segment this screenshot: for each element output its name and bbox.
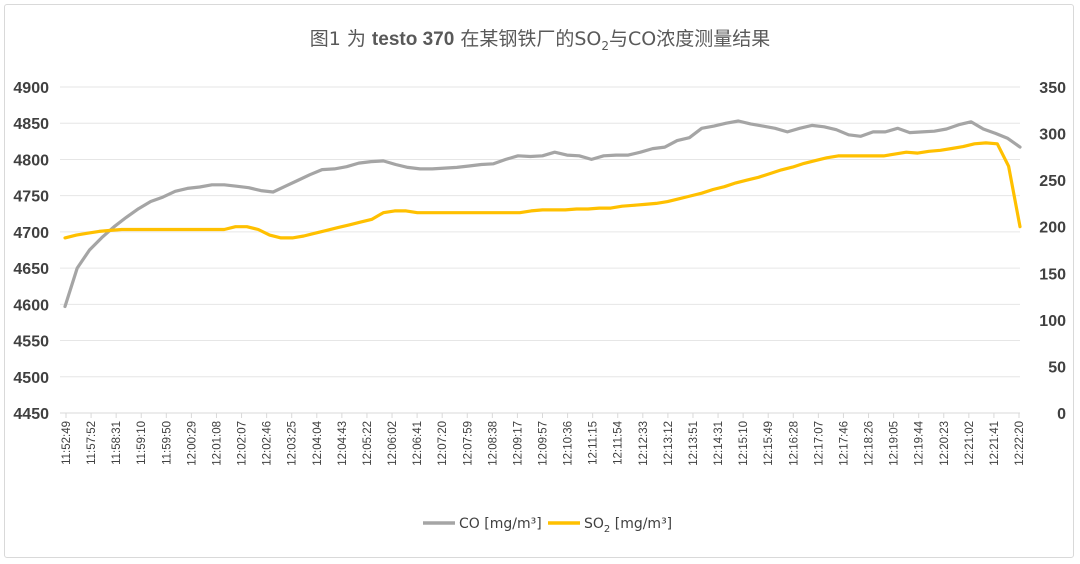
- x-tick-label: 12:13:12: [663, 421, 675, 466]
- x-tick-label: 12:02:07: [237, 421, 249, 466]
- y-right-tick-label: 150: [1039, 266, 1066, 283]
- y-axis-right: 350 300 250 200 150 100 50 0: [1039, 80, 1066, 423]
- y-right-tick-label: 350: [1039, 80, 1066, 97]
- x-tick-label: 12:16:28: [788, 421, 800, 466]
- x-tick-label: 12:14:31: [713, 421, 725, 466]
- x-tick-label: 12:06:41: [412, 421, 424, 466]
- y-left-tick-label: 4900: [13, 80, 49, 97]
- co-series-line: [63, 119, 1022, 309]
- y-left-tick-label: 4450: [13, 406, 49, 423]
- x-tick-label: 12:00:29: [186, 421, 198, 466]
- x-tick-label: 12:18:26: [864, 421, 876, 466]
- x-tick-label: 12:04:04: [312, 420, 324, 465]
- x-tick-label: 12:22:20: [1014, 421, 1026, 466]
- legend-co-label: CO [mg/m³]: [459, 516, 542, 532]
- grid-lines: [60, 86, 1020, 414]
- x-tick-label: 12:01:08: [211, 421, 223, 466]
- x-tick-label: 12:12:33: [638, 421, 650, 466]
- legend-so2-label: SO2 [mg/m³]: [584, 516, 672, 535]
- x-tick-label: 11:59:50: [161, 421, 173, 465]
- x-tick-label: 12:15:10: [738, 421, 750, 466]
- y-left-tick-label: 4700: [13, 225, 49, 242]
- y-left-tick-label: 4850: [13, 116, 49, 133]
- x-tick-label: 12:19:05: [889, 421, 901, 466]
- x-tick-label: 12:11:54: [613, 420, 625, 465]
- x-tick-label: 12:20:23: [939, 421, 951, 466]
- x-tick-label: 11:52:49: [61, 421, 73, 465]
- x-tick-label: 12:19:44: [914, 420, 926, 465]
- x-tick-label: 11:59:10: [136, 421, 148, 465]
- series-lines: [63, 119, 1022, 309]
- y-left-tick-label: 4750: [13, 189, 49, 206]
- x-tick-label: 12:04:43: [337, 421, 349, 466]
- y-right-tick-label: 300: [1039, 127, 1066, 144]
- x-tick-label: 12:03:25: [287, 421, 299, 466]
- x-tick-label: 12:10:36: [563, 421, 575, 466]
- y-right-tick-label: 250: [1039, 173, 1066, 190]
- chart-title: 图1 为 testo 370 在某钢铁厂的SO2与CO浓度测量结果: [310, 28, 770, 53]
- y-left-tick-label: 4800: [13, 152, 49, 169]
- x-tick-label: 12:09:57: [538, 421, 550, 466]
- y-left-tick-label: 4650: [13, 261, 49, 278]
- x-tick-label: 12:09:17: [512, 421, 524, 466]
- y-left-tick-label: 4600: [13, 297, 49, 314]
- x-tick-label: 11:58:31: [111, 421, 123, 465]
- x-tick-label: 12:21:02: [964, 421, 976, 466]
- y-axis-left: 4900 4850 4800 4750 4700 4650 4600 4550 4500 4450: [13, 80, 49, 423]
- so2-series-line: [63, 141, 1022, 240]
- y-right-tick-label: 0: [1057, 406, 1066, 423]
- y-right-tick-label: 50: [1048, 359, 1066, 376]
- x-tick-label: 11:57:52: [86, 421, 98, 465]
- x-tick-label: 12:05:22: [362, 421, 374, 466]
- y-right-tick-label: 200: [1039, 220, 1066, 237]
- y-right-tick-label: 100: [1039, 313, 1066, 330]
- x-tick-label: 12:15:49: [763, 421, 775, 466]
- legend: CO [mg/m³] SO2 [mg/m³]: [423, 516, 672, 535]
- x-tick-label: 12:07:59: [462, 421, 474, 466]
- x-tick-label: 12:07:20: [437, 421, 449, 466]
- x-tick-label: 12:17:46: [838, 421, 850, 466]
- x-tick-label: 12:11:15: [588, 421, 600, 465]
- y-left-tick-label: 4500: [13, 370, 49, 387]
- chart-frame: [4, 4, 1074, 558]
- x-tick-label: 12:02:46: [262, 421, 274, 466]
- x-tick-label: 12:17:07: [813, 421, 825, 466]
- y-left-tick-label: 4550: [13, 334, 49, 351]
- x-tick-label: 12:21:41: [989, 421, 1001, 466]
- x-axis: 11:52:49 11:57:52 11:58:31 11:59:10 11:59:50…: [60, 412, 1026, 466]
- x-tick-label: 12:08:38: [487, 421, 499, 466]
- x-tick-label: 12:06:02: [387, 421, 399, 466]
- x-tick-label: 12:13:51: [688, 421, 700, 466]
